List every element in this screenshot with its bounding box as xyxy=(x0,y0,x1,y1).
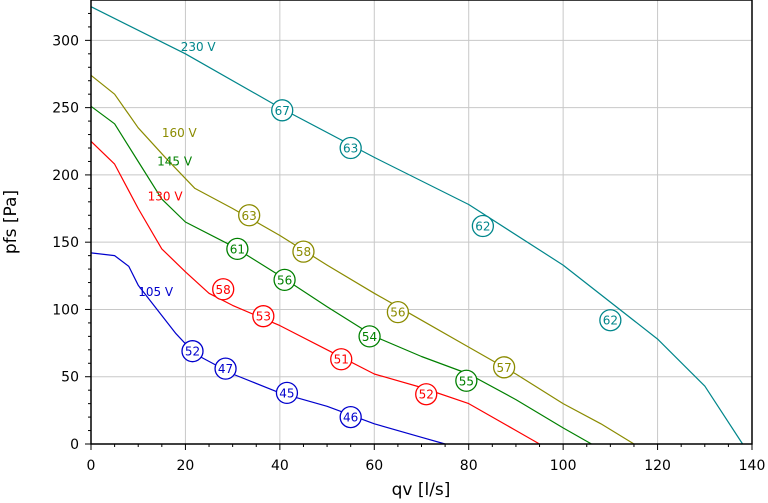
marker-label: 58 xyxy=(216,283,231,297)
efficiency-marker xyxy=(252,305,275,328)
y-tick-label: 300 xyxy=(52,33,79,49)
marker-label: 53 xyxy=(256,310,271,324)
series-label: 145 V xyxy=(157,154,193,168)
x-tick-label: 140 xyxy=(739,458,766,474)
marker-label: 56 xyxy=(277,273,292,287)
point-markers: 67 63 62 62 63 58 56 57 61 56 54 55 58 53 51 52 52 47 45 46 xyxy=(181,99,622,429)
efficiency-marker xyxy=(275,381,299,405)
x-tick-label: 120 xyxy=(644,458,671,474)
efficiency-marker xyxy=(271,99,294,122)
x-tick-label: 60 xyxy=(365,458,383,474)
marker-label: 52 xyxy=(185,345,200,359)
efficiency-marker xyxy=(273,268,296,292)
marker-label: 67 xyxy=(275,104,290,118)
x-axis-label: qv [l/s] xyxy=(392,480,451,499)
efficiency-marker xyxy=(181,340,204,363)
series-line-1 xyxy=(90,74,635,445)
marker-label: 51 xyxy=(334,353,349,367)
axis-ticks: 0 20 40 60 80 100 120 140 0 50 100 150 200 250 300 xyxy=(52,12,766,474)
x-tick-label: 20 xyxy=(177,458,195,474)
y-tick-label: 0 xyxy=(70,437,79,453)
efficiency-marker xyxy=(339,405,362,429)
series-label: 160 V xyxy=(162,126,198,140)
series-line-2 xyxy=(90,105,592,445)
marker-label: 63 xyxy=(242,209,257,223)
marker-label: 56 xyxy=(390,306,405,320)
y-tick-label: 250 xyxy=(52,101,79,117)
series-line-4 xyxy=(90,252,446,445)
series-lines xyxy=(90,6,744,445)
x-tick-label: 80 xyxy=(460,458,478,474)
efficiency-marker xyxy=(226,237,249,261)
x-tick-label: 100 xyxy=(550,458,577,474)
y-tick-label: 100 xyxy=(52,302,79,318)
series-line-0 xyxy=(90,6,744,445)
efficiency-marker xyxy=(455,369,478,392)
series-label: 105 V xyxy=(138,285,174,299)
marker-label: 46 xyxy=(343,411,358,425)
marker-label: 61 xyxy=(230,242,245,256)
y-tick-label: 50 xyxy=(61,370,79,386)
marker-label: 58 xyxy=(296,245,311,259)
marker-label: 47 xyxy=(218,362,233,376)
efficiency-marker xyxy=(238,204,261,227)
y-axis-label: pfs [Pa] xyxy=(1,190,21,254)
y-tick-label: 200 xyxy=(52,168,79,184)
series-label: 130 V xyxy=(148,189,184,203)
efficiency-marker xyxy=(330,348,353,371)
marker-label: 62 xyxy=(475,220,490,234)
marker-label: 57 xyxy=(496,361,511,375)
marker-label: 63 xyxy=(343,142,358,156)
efficiency-marker xyxy=(492,356,516,379)
efficiency-marker xyxy=(214,357,237,380)
efficiency-marker xyxy=(386,300,410,324)
y-tick-label: 150 xyxy=(52,235,79,251)
efficiency-marker xyxy=(358,325,381,348)
marker-label: 55 xyxy=(459,374,474,388)
grid xyxy=(90,0,753,445)
marker-label: 45 xyxy=(279,386,294,400)
x-tick-label: 0 xyxy=(87,458,96,474)
efficiency-marker xyxy=(212,278,235,301)
x-tick-label: 40 xyxy=(271,458,289,474)
efficiency-marker xyxy=(599,309,622,332)
efficiency-marker xyxy=(471,214,495,238)
efficiency-marker xyxy=(292,240,315,263)
marker-label: 62 xyxy=(603,314,618,328)
marker-label: 54 xyxy=(362,330,377,344)
marker-label: 52 xyxy=(419,388,434,402)
efficiency-marker xyxy=(339,136,362,160)
series-labels: 230 V 160 V 145 V 130 V 105 V xyxy=(138,40,216,299)
efficiency-marker xyxy=(415,383,438,406)
series-label: 230 V xyxy=(181,40,217,54)
plot-frame xyxy=(90,0,753,445)
